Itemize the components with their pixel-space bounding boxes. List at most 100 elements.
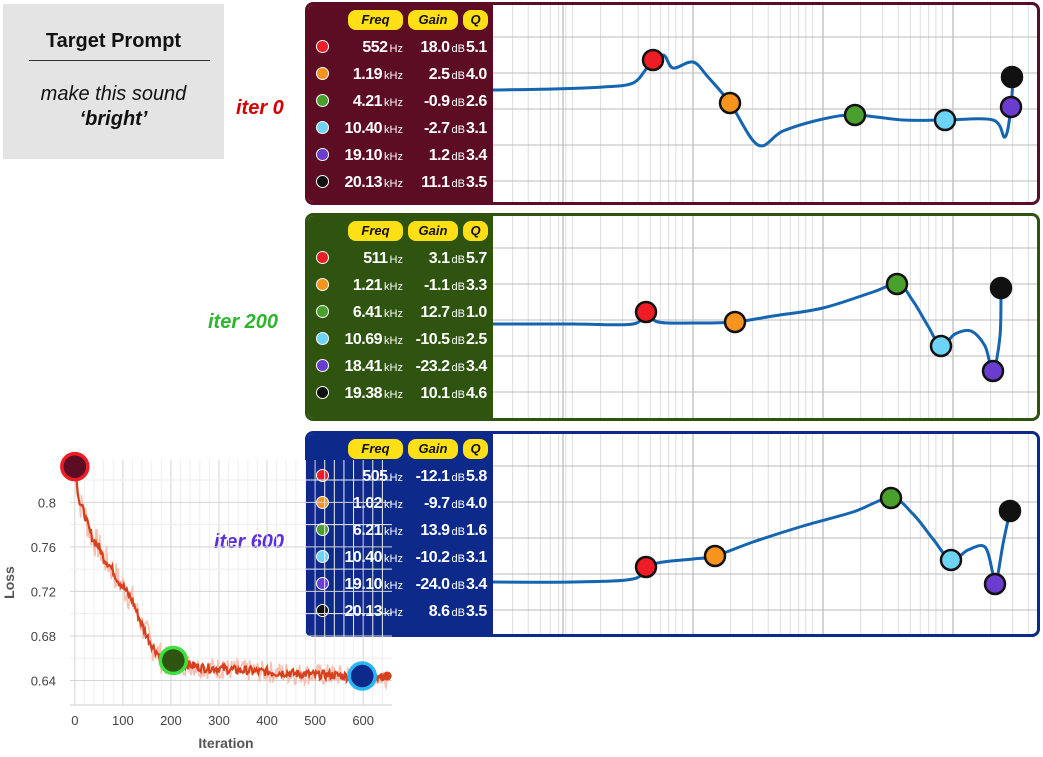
band-gain-unit: dB	[451, 43, 465, 55]
loss-chart: 0 100 200 300 400 500 600 0.64 0.68 0.72 0.76 0.8 It…	[1, 451, 392, 751]
band-gain: 1.2 dB	[429, 143, 465, 170]
band-row: 505 Hz -12.1 dB 5.8	[308, 464, 493, 490]
band-row: 20.13 kHz 11.1 dB 3.5	[308, 170, 493, 196]
band-row: 4.21 kHz -0.9 dB 2.6	[308, 89, 493, 115]
band-freq-unit: kHz	[384, 151, 403, 163]
target-prompt-title: Target Prompt	[45, 30, 182, 52]
header-gain: Gain	[408, 10, 458, 30]
band-q: 3.3	[466, 277, 487, 294]
loss-y-tick-label: 0.72	[31, 584, 56, 599]
eq-band-marker[interactable]	[998, 499, 1022, 523]
iter-0-label: iter 0	[236, 97, 284, 119]
target-prompt-text: make this sound ‘bright’	[3, 82, 224, 132]
band-freq-unit: kHz	[384, 362, 403, 374]
eq-band-marker[interactable]	[703, 544, 727, 568]
prompt-line-2: ‘bright’	[3, 107, 224, 132]
band-color-dot	[316, 148, 329, 161]
loss-x-tick-label: 300	[208, 713, 230, 728]
band-gain: -23.2 dB	[416, 354, 465, 381]
band-gain: -10.5 dB	[416, 327, 465, 354]
eq-band-marker[interactable]	[983, 572, 1007, 596]
eq-band-marker[interactable]	[723, 310, 747, 334]
band-row: 1.21 kHz -1.1 dB 3.3	[308, 273, 493, 299]
band-row: 10.40 kHz -2.7 dB 3.1	[308, 116, 493, 142]
header-gain: Gain	[408, 439, 458, 459]
band-color-dot	[316, 577, 329, 590]
loss-iteration-marker[interactable]	[347, 661, 377, 691]
band-freq-unit: kHz	[384, 335, 403, 347]
loss-iteration-marker[interactable]	[60, 451, 90, 482]
band-freq-value: 19.38	[344, 385, 383, 402]
band-freq-unit: kHz	[384, 607, 403, 619]
band-freq-value: 4.21	[352, 93, 383, 110]
band-freq-value: 10.69	[344, 331, 383, 348]
band-gain-value: -10.2	[415, 549, 450, 566]
loss-y-tick-label: 0.8	[38, 495, 56, 510]
band-gain: 8.6 dB	[429, 599, 465, 626]
loss-y-tick-label: 0.76	[31, 540, 56, 555]
header-freq: Freq	[348, 221, 403, 241]
eq-band-marker[interactable]	[843, 103, 867, 127]
band-gain: 12.7 dB	[420, 300, 465, 327]
band-q: 2.6	[466, 93, 487, 110]
band-freq: 505 Hz	[362, 464, 403, 491]
band-gain-value: -9.7	[423, 495, 450, 512]
band-gain-value: 1.2	[428, 147, 450, 164]
eq-band-marker[interactable]	[929, 334, 953, 358]
band-gain-unit: dB	[451, 526, 465, 538]
band-gain: -24.0 dB	[416, 572, 465, 599]
band-freq-value: 1.21	[352, 277, 383, 294]
band-gain-unit: dB	[451, 254, 465, 266]
band-freq-unit: kHz	[384, 124, 403, 136]
band-freq-unit: kHz	[384, 281, 403, 293]
eq-band-marker[interactable]	[885, 272, 909, 296]
eq-grid	[493, 216, 1037, 418]
band-freq-value: 19.10	[344, 147, 383, 164]
loss-x-tick-label: 500	[304, 713, 326, 728]
band-color-dot	[316, 175, 329, 188]
band-table: Freq Gain Q 511 Hz 3.1 dB 5.7 1.21 kHz -1.1 dB 3.3 6.…	[308, 216, 493, 418]
band-q: 3.1	[466, 549, 487, 566]
band-row: 10.69 kHz -10.5 dB 2.5	[308, 327, 493, 353]
eq-band-marker[interactable]	[634, 300, 658, 324]
eq-curve-plot	[493, 216, 1037, 418]
band-gain: 10.1 dB	[420, 381, 465, 408]
band-freq-value: 511	[363, 250, 388, 267]
eq-band-marker[interactable]	[939, 548, 963, 572]
band-gain: -1.1 dB	[424, 273, 465, 300]
band-q: 1.6	[466, 522, 487, 539]
eq-band-marker[interactable]	[933, 108, 957, 132]
band-color-dot	[316, 359, 329, 372]
eq-band-marker[interactable]	[634, 555, 658, 579]
band-q: 4.0	[466, 495, 487, 512]
band-freq: 10.40 kHz	[345, 116, 404, 143]
eq-band-marker[interactable]	[1000, 65, 1024, 89]
loss-x-tick-label: 200	[160, 713, 182, 728]
iter-200-label: iter 200	[208, 311, 279, 333]
band-gain: -9.7 dB	[424, 491, 465, 518]
eq-band-marker[interactable]	[989, 276, 1013, 300]
eq-grid	[493, 434, 1037, 634]
band-freq: 6.41 kHz	[353, 300, 403, 327]
eq-response-curve	[493, 282, 1003, 373]
band-gain-value: 13.9	[420, 522, 450, 539]
band-freq: 10.69 kHz	[345, 327, 404, 354]
band-color-dot	[316, 67, 329, 80]
band-gain-unit: dB	[451, 553, 465, 565]
band-gain-value: 12.7	[420, 304, 450, 321]
loss-y-axis-label: Loss	[1, 566, 17, 599]
band-q: 5.8	[466, 468, 487, 485]
band-q: 3.4	[466, 147, 487, 164]
eq-band-marker[interactable]	[879, 486, 903, 510]
eq-band-marker[interactable]	[999, 95, 1023, 119]
band-gain-value: -2.7	[423, 120, 450, 137]
loss-iteration-marker[interactable]	[158, 645, 189, 676]
band-color-dot	[316, 94, 329, 107]
band-gain-unit: dB	[451, 499, 465, 511]
band-freq-unit: kHz	[384, 389, 403, 401]
eq-band-marker[interactable]	[981, 359, 1005, 383]
eq-band-marker[interactable]	[641, 48, 665, 72]
band-freq: 4.21 kHz	[353, 89, 403, 116]
eq-band-marker[interactable]	[718, 91, 742, 115]
band-gain-unit: dB	[451, 607, 465, 619]
